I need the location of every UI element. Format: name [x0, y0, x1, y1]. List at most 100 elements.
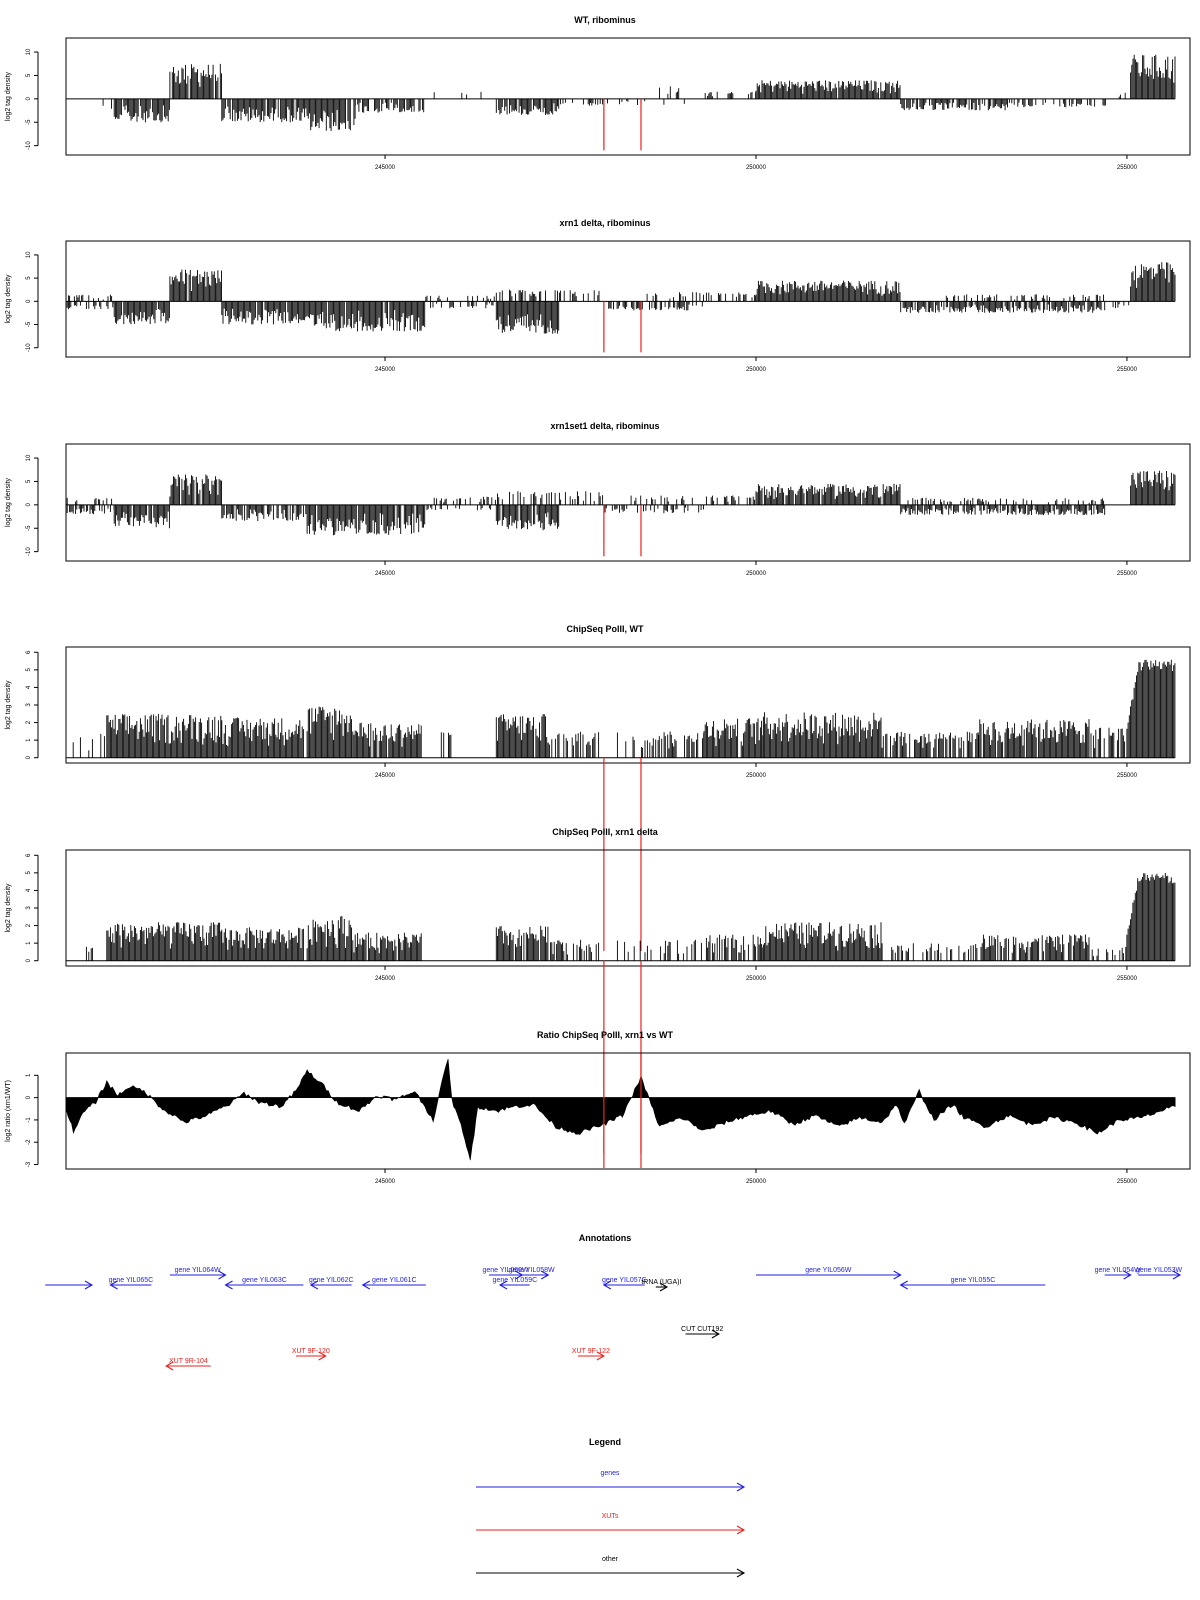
- x-tick-label: 245000: [375, 976, 396, 982]
- plot-frame: [65, 240, 1191, 358]
- y-axis-label: log2 tag density: [5, 274, 12, 324]
- arrow-right-icon: [736, 1482, 746, 1492]
- legend-item-gene: genes: [476, 1470, 746, 1492]
- chart-title: Ratio ChipSeq PolII, xrn1 vs WT: [537, 1030, 674, 1040]
- data-bars: [66, 470, 1176, 536]
- data-bars: [102, 54, 1176, 131]
- feature-gene: gene YIL065C: [109, 1277, 153, 1290]
- y-tick-label: -5: [26, 321, 32, 327]
- y-tick-label: 1: [26, 738, 32, 742]
- x-tick-label: 245000: [375, 571, 396, 577]
- annotations-panel: Annotations gene YIL065C gene YIL064W gene …: [45, 1233, 1183, 1371]
- arrow-left-icon: [224, 1280, 233, 1290]
- feature-label: gene YIL060W: [482, 1267, 529, 1274]
- x-tick-label: 255000: [1117, 165, 1138, 171]
- y-axis-label: log2 tag density: [5, 883, 12, 933]
- x-tick-label: 250000: [746, 165, 767, 171]
- y-tick-label: -1: [26, 1117, 32, 1123]
- y-tick-label: 10: [26, 48, 32, 55]
- y-tick-label: 0: [26, 97, 32, 101]
- arrow-right-icon: [893, 1270, 902, 1280]
- y-tick-label: 5: [26, 479, 32, 483]
- y-tick-label: 3: [26, 703, 32, 707]
- y-tick-label: -10: [26, 343, 32, 352]
- feature-label: gene YIL054W: [1095, 1267, 1142, 1274]
- plot-frame: [65, 646, 1191, 764]
- arrow-right-icon: [84, 1280, 94, 1290]
- y-tick-label: 0: [26, 503, 32, 507]
- arrow-right-icon: [1123, 1270, 1132, 1280]
- data-series: [65, 1059, 1176, 1161]
- feature-label: tRNA (UGA)I: [641, 1279, 681, 1286]
- plot-frame: [65, 1052, 1191, 1170]
- y-tick-label: 5: [26, 871, 32, 875]
- data-series: [66, 873, 1176, 962]
- chart-panel-2: xrn1 delta, ribominus log2 tag density -10…: [5, 218, 1191, 373]
- chart-panel-3: xrn1set1 delta, ribominus log2 tag densit…: [5, 421, 1191, 577]
- feature-label: gene YIL058W: [508, 1267, 555, 1274]
- legend-item-other: other: [476, 1556, 746, 1578]
- chart-title: xrn1 delta, ribominus: [559, 218, 650, 228]
- feature-gene: gene YIL063C: [224, 1277, 304, 1290]
- y-tick-label: -2: [26, 1139, 32, 1145]
- y-tick-label: 4: [26, 685, 32, 689]
- x-tick-label: 255000: [1117, 367, 1138, 373]
- y-tick-label: 1: [26, 1073, 32, 1077]
- chart-panel-4: ChipSeq PolII, WT log2 tag density 0 1 2 3 4 5 6…: [5, 624, 1191, 952]
- y-axis-label: log2 tag density: [5, 71, 12, 121]
- feature-xut: XUT 9R-104: [165, 1358, 211, 1371]
- y-tick-label: 5: [26, 668, 32, 672]
- arrow-right-icon: [736, 1525, 746, 1535]
- arrow-left-icon: [899, 1280, 908, 1290]
- data-bars: [85, 873, 1176, 961]
- y-tick-label: -10: [26, 141, 32, 150]
- y-tick-label: 5: [26, 276, 32, 280]
- chart-panel-1: WT, ribominus log2 tag density -10 -5 0 5 10 24…: [5, 15, 1191, 171]
- legend-label: XUTs: [602, 1513, 619, 1520]
- chart-title: ChipSeq PolII, xrn1 delta: [552, 827, 659, 837]
- feature-label: CUT CUT192: [681, 1326, 723, 1333]
- feature-gene: gene YIL057C: [602, 1277, 647, 1290]
- feature-xut: XUT 9F-122: [572, 1348, 610, 1361]
- chart-title: xrn1set1 delta, ribominus: [550, 421, 659, 431]
- arrow-right-icon: [596, 1351, 605, 1361]
- plot-frame: [65, 37, 1191, 156]
- x-tick-label: 245000: [375, 367, 396, 373]
- data-series: [65, 262, 1176, 334]
- arrow-right-icon: [540, 1270, 550, 1280]
- legend-item-xut: XUTs: [476, 1513, 746, 1535]
- y-axis-label: log2 tag density: [5, 477, 12, 527]
- legend-label: other: [602, 1556, 619, 1563]
- chart-title: WT, ribominus: [574, 15, 636, 25]
- x-tick-label: 250000: [746, 1179, 767, 1185]
- data-series: [66, 659, 1176, 759]
- y-tick-label: 0: [26, 755, 32, 759]
- feature-gene: gene YIL061C: [361, 1277, 426, 1290]
- x-tick-label: 250000: [746, 976, 767, 982]
- y-tick-label: 2: [26, 923, 32, 927]
- arrow-left-icon: [498, 1280, 508, 1290]
- feature-label: gene YIL064W: [175, 1267, 222, 1274]
- x-tick-label: 245000: [375, 1179, 396, 1185]
- annotations-title: Annotations: [579, 1233, 632, 1243]
- feature-label: XUT 9F-120: [292, 1348, 330, 1355]
- y-tick-label: -5: [26, 525, 32, 531]
- feature-label: gene YIL062C: [309, 1277, 354, 1284]
- arrow-left-icon: [165, 1361, 174, 1371]
- feature-other: tRNA (UGA)I: [641, 1279, 681, 1292]
- feature-label: XUT 9F-122: [572, 1348, 610, 1355]
- y-tick-label: 5: [26, 73, 32, 77]
- x-tick-label: 255000: [1117, 1179, 1138, 1185]
- x-tick-label: 255000: [1117, 571, 1138, 577]
- y-tick-label: 0: [26, 1095, 32, 1099]
- chart-title: ChipSeq PolII, WT: [567, 624, 644, 634]
- feature-gene: [45, 1280, 94, 1290]
- x-tick-label: 245000: [375, 773, 396, 779]
- plot-frame: [65, 849, 1191, 967]
- feature-label: gene YIL059C: [493, 1277, 538, 1284]
- y-tick-label: 0: [26, 299, 32, 303]
- y-tick-label: 10: [26, 454, 32, 461]
- feature-gene: gene YIL062C: [309, 1277, 354, 1290]
- arrow-right-icon: [218, 1270, 227, 1280]
